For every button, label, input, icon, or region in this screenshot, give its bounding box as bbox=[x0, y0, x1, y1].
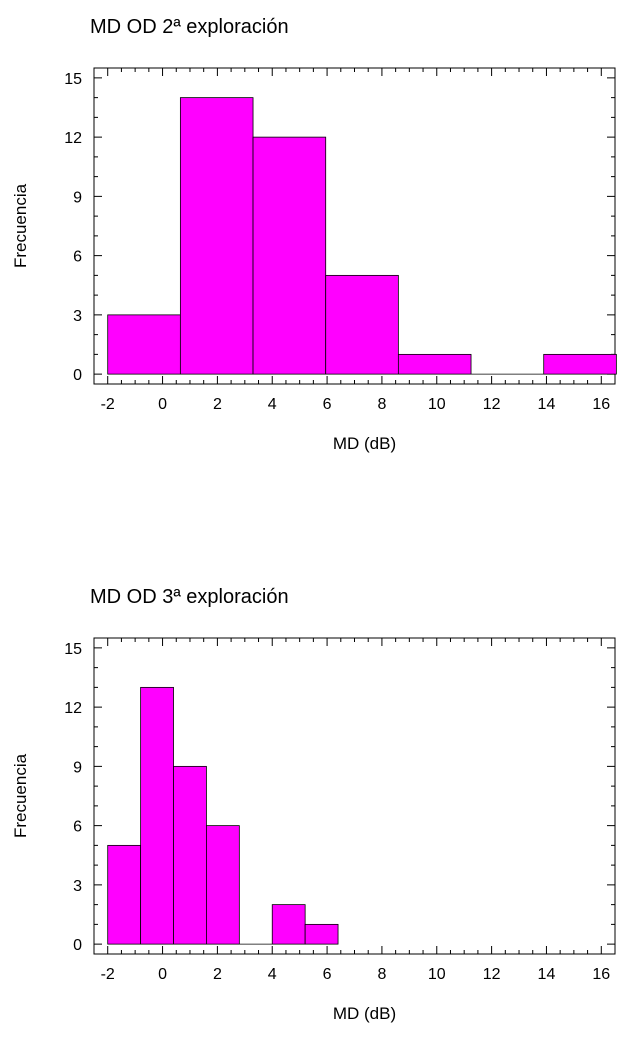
y-tick-label: 0 bbox=[73, 367, 82, 384]
x-tick-label: -2 bbox=[101, 966, 115, 983]
y-tick-label: 3 bbox=[73, 878, 82, 895]
histogram-bar bbox=[325, 274, 399, 375]
histogram-bar bbox=[252, 136, 327, 375]
histogram-bar bbox=[397, 353, 472, 375]
histogram-bar bbox=[107, 844, 142, 945]
y-tick-label: 3 bbox=[73, 308, 82, 325]
x-tick-label: 14 bbox=[538, 966, 556, 983]
histogram-bar bbox=[271, 904, 306, 945]
x-tick-label: 8 bbox=[377, 396, 386, 413]
x-tick-label: 2 bbox=[213, 966, 222, 983]
x-axis-label: MD (dB) bbox=[333, 1004, 396, 1023]
y-tick-label: 12 bbox=[64, 700, 82, 717]
histogram-md-od-3: MD OD 3ª exploración -2 0 2 4 6 8 10 12 14 16 0 3 6 9… bbox=[0, 570, 619, 1050]
histogram-bar bbox=[543, 353, 617, 375]
histogram-md-od-2: MD OD 2ª exploración -2 0 2 4 6 8 10 12 14 16 0 3 6 9… bbox=[0, 0, 619, 480]
y-axis-label: Frecuencia bbox=[11, 753, 30, 838]
y-tick-label: 12 bbox=[64, 130, 82, 147]
x-tick-label: 0 bbox=[158, 966, 167, 983]
y-tick-label: 15 bbox=[64, 71, 82, 88]
histogram-bar bbox=[179, 97, 254, 375]
y-axis-label: Frecuencia bbox=[11, 183, 30, 268]
histogram-bar bbox=[206, 825, 240, 945]
histogram-bar bbox=[304, 923, 339, 945]
y-tick-label: 15 bbox=[64, 641, 82, 658]
x-tick-label: 8 bbox=[377, 966, 386, 983]
x-tick-label: 12 bbox=[483, 966, 501, 983]
x-tick-label: 12 bbox=[483, 396, 501, 413]
x-tick-label: 14 bbox=[538, 396, 556, 413]
histogram-bar bbox=[107, 314, 181, 375]
x-tick-label: 0 bbox=[158, 396, 167, 413]
x-tick-label: -2 bbox=[101, 396, 115, 413]
x-tick-label: 4 bbox=[268, 396, 277, 413]
x-tick-label: 10 bbox=[428, 396, 446, 413]
x-tick-label: 6 bbox=[323, 396, 332, 413]
histogram-bar bbox=[140, 686, 174, 945]
x-axis-label: MD (dB) bbox=[333, 434, 396, 453]
y-tick-label: 6 bbox=[73, 819, 82, 836]
y-tick-label: 6 bbox=[73, 249, 82, 266]
x-tick-label: 10 bbox=[428, 966, 446, 983]
histogram-bar bbox=[173, 765, 207, 945]
histogram-plot: -2 0 2 4 6 8 10 12 14 16 0 3 6 9 12 15 MD (dB) Frecuencia bbox=[11, 67, 617, 453]
y-tick-label: 0 bbox=[73, 937, 82, 954]
x-tick-label: 2 bbox=[213, 396, 222, 413]
chart-title: MD OD 2ª exploración bbox=[90, 16, 289, 38]
chart-title: MD OD 3ª exploración bbox=[90, 586, 289, 608]
x-tick-label: 6 bbox=[323, 966, 332, 983]
x-tick-label: 16 bbox=[592, 396, 610, 413]
y-tick-label: 9 bbox=[73, 759, 82, 776]
x-tick-label: 16 bbox=[592, 966, 610, 983]
y-tick-label: 9 bbox=[73, 189, 82, 206]
histogram-plot: -2 0 2 4 6 8 10 12 14 16 0 3 6 9 12 15 MD (dB) Frecuencia bbox=[11, 637, 616, 1023]
x-tick-label: 4 bbox=[268, 966, 277, 983]
